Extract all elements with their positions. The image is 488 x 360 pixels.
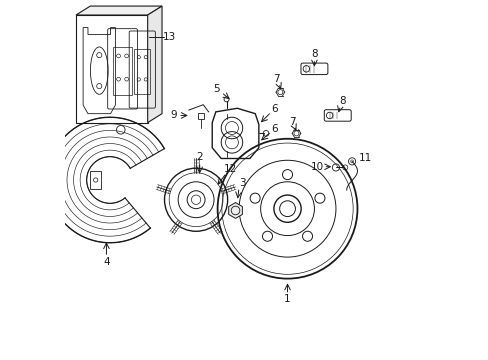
Bar: [113, 47, 132, 95]
Bar: [198, 113, 204, 119]
FancyBboxPatch shape: [301, 63, 327, 75]
Text: 3: 3: [239, 177, 245, 188]
Bar: [134, 49, 150, 94]
Text: 5: 5: [213, 84, 220, 94]
Text: 2: 2: [196, 152, 203, 162]
Text: 8: 8: [310, 49, 317, 59]
Text: 11: 11: [358, 153, 371, 163]
Text: 10: 10: [310, 162, 323, 172]
Text: 13: 13: [163, 32, 176, 41]
Polygon shape: [228, 203, 242, 219]
Text: 6: 6: [270, 125, 277, 134]
Polygon shape: [76, 6, 162, 15]
Polygon shape: [76, 15, 147, 123]
Text: 6: 6: [270, 104, 277, 114]
Circle shape: [187, 191, 204, 209]
Text: 1: 1: [284, 294, 290, 305]
Text: 12: 12: [223, 164, 236, 174]
Bar: [90, 171, 101, 189]
Text: 4: 4: [103, 257, 109, 267]
Circle shape: [279, 201, 295, 217]
Text: 8: 8: [338, 96, 345, 106]
Text: 9: 9: [170, 111, 177, 121]
FancyBboxPatch shape: [324, 110, 350, 121]
Polygon shape: [147, 6, 162, 123]
Text: 7: 7: [273, 74, 280, 84]
Text: 7: 7: [288, 117, 295, 127]
